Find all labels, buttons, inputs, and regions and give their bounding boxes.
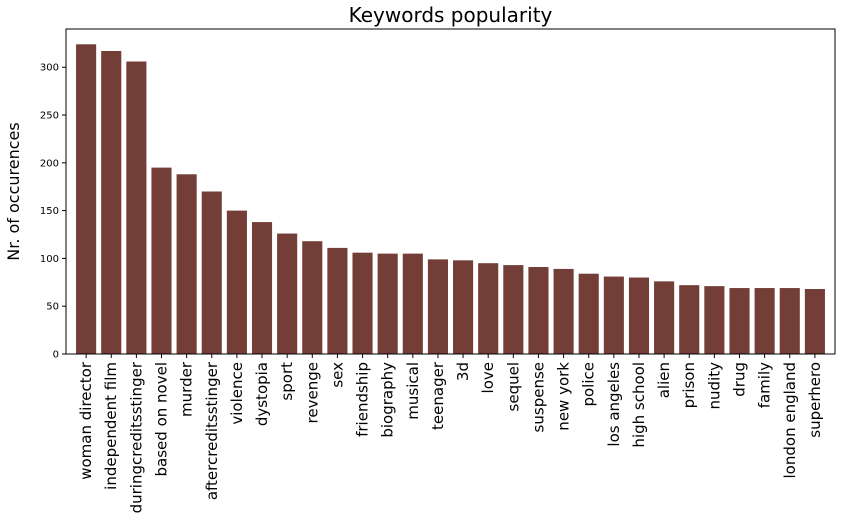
bar bbox=[402, 253, 423, 354]
y-axis-label: Nr. of occurences bbox=[4, 122, 23, 260]
x-tick-label: murder bbox=[178, 361, 196, 417]
bar bbox=[277, 233, 298, 354]
bar bbox=[729, 288, 750, 354]
x-tick-label: based on novel bbox=[152, 362, 170, 476]
y-tick-label: 250 bbox=[40, 111, 59, 122]
x-tick-label: los angeles bbox=[605, 362, 623, 447]
bar bbox=[251, 222, 273, 354]
bar bbox=[779, 288, 800, 354]
x-tick-label: 3d bbox=[454, 362, 472, 381]
bar bbox=[427, 259, 448, 354]
x-tick-label: alien bbox=[655, 362, 673, 398]
bar bbox=[101, 50, 122, 355]
bar bbox=[226, 210, 247, 354]
bar bbox=[553, 268, 574, 354]
x-tick-label: independent film bbox=[102, 362, 120, 490]
bar bbox=[503, 265, 524, 354]
plot-frame bbox=[65, 28, 836, 355]
x-tick-label: police bbox=[580, 362, 598, 407]
bar bbox=[377, 253, 398, 354]
x-tick-label: drug bbox=[731, 362, 749, 397]
bar bbox=[76, 44, 97, 354]
bar bbox=[578, 273, 599, 354]
bar bbox=[327, 247, 348, 354]
bar bbox=[528, 267, 549, 354]
bar bbox=[453, 260, 474, 354]
x-tick-label: violence bbox=[228, 362, 246, 425]
bar bbox=[151, 167, 172, 354]
x-tick-label: london england bbox=[781, 362, 799, 478]
x-tick-label: family bbox=[756, 362, 774, 408]
y-tick-label: 0 bbox=[53, 350, 59, 361]
x-tick-label: sex bbox=[328, 362, 346, 388]
x-axis-ticks: woman director independent film duringcred… bbox=[77, 354, 824, 513]
x-tick-label: suspense bbox=[529, 362, 547, 432]
x-tick-label: woman director bbox=[77, 361, 95, 480]
chart-title: Keywords popularity bbox=[349, 3, 553, 27]
x-tick-label: love bbox=[479, 362, 497, 393]
y-tick-label: 150 bbox=[40, 206, 59, 217]
y-tick-label: 200 bbox=[40, 158, 59, 169]
x-tick-label: new york bbox=[555, 362, 573, 431]
bar bbox=[302, 241, 323, 354]
x-tick-label: superhero bbox=[806, 362, 824, 438]
x-tick-label: musical bbox=[404, 362, 422, 420]
x-tick-label: aftercreditsstinger bbox=[203, 361, 221, 500]
bar bbox=[654, 281, 675, 354]
x-tick-label: dystopia bbox=[253, 362, 271, 426]
x-tick-label: nudity bbox=[705, 362, 723, 410]
bar bbox=[603, 276, 624, 354]
x-tick-label: sport bbox=[278, 362, 296, 401]
bar bbox=[804, 289, 825, 354]
bar bbox=[176, 174, 197, 354]
bar bbox=[679, 285, 700, 354]
bar bbox=[628, 277, 650, 354]
y-tick-label: 100 bbox=[40, 254, 59, 265]
x-tick-label: friendship bbox=[354, 362, 372, 437]
bar bbox=[126, 61, 147, 354]
x-tick-label: biography bbox=[379, 362, 397, 438]
bar bbox=[201, 191, 222, 354]
y-tick-label: 300 bbox=[40, 63, 59, 74]
x-tick-label: high school bbox=[630, 362, 648, 448]
bars-group bbox=[76, 44, 825, 355]
x-tick-label: revenge bbox=[303, 362, 321, 423]
bar bbox=[704, 286, 725, 354]
bar bbox=[352, 252, 373, 354]
y-axis-ticks: 0 50 100 150 200 250 300 bbox=[40, 63, 66, 361]
bar bbox=[754, 288, 775, 354]
bar bbox=[478, 263, 499, 354]
x-tick-label: prison bbox=[680, 362, 698, 408]
x-tick-label: duringcreditsstinger bbox=[127, 361, 145, 513]
x-tick-label: sequel bbox=[504, 362, 522, 411]
x-tick-label: teenager bbox=[429, 361, 447, 430]
y-tick-label: 50 bbox=[46, 302, 59, 313]
